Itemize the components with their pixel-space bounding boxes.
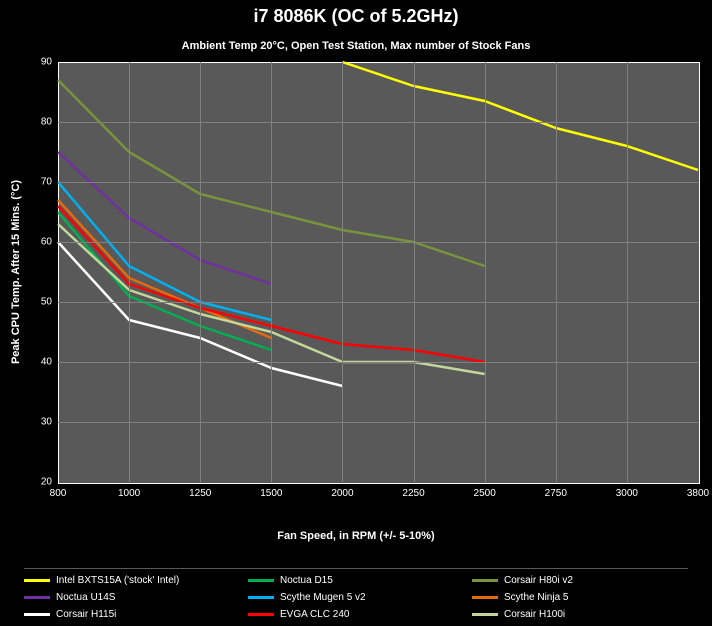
- gridline-vertical: [342, 62, 343, 482]
- legend-swatch: [24, 613, 50, 616]
- gridline-horizontal: [58, 182, 698, 183]
- legend-label: Scythe Ninja 5: [504, 592, 568, 603]
- gridline-horizontal: [58, 422, 698, 423]
- gridline-vertical: [485, 62, 486, 482]
- legend-label: Corsair H100i: [504, 609, 565, 620]
- x-tick-label: 1250: [189, 488, 211, 499]
- legend-swatch: [248, 579, 274, 582]
- y-tick-label: 80: [22, 117, 52, 128]
- legend-item: Noctua D15: [248, 575, 464, 586]
- chart-container: i7 8086K (OC of 5.2GHz) Ambient Temp 20°…: [0, 0, 712, 626]
- legend-item: Noctua U14S: [24, 592, 240, 603]
- legend-label: EVGA CLC 240: [280, 609, 349, 620]
- legend-label: Noctua D15: [280, 575, 333, 586]
- x-tick-label: 3800: [687, 488, 709, 499]
- legend-swatch: [472, 579, 498, 582]
- y-tick-label: 70: [22, 177, 52, 188]
- legend-item: Scythe Mugen 5 v2: [248, 592, 464, 603]
- y-tick-label: 20: [22, 477, 52, 488]
- legend-item: EVGA CLC 240: [248, 609, 464, 620]
- gridline-vertical: [271, 62, 272, 482]
- gridline-vertical: [200, 62, 201, 482]
- legend-label: Corsair H115i: [56, 609, 116, 620]
- gridline-horizontal: [58, 242, 698, 243]
- y-tick-label: 30: [22, 417, 52, 428]
- gridline-vertical: [414, 62, 415, 482]
- legend-label: Corsair H80i v2: [504, 575, 573, 586]
- y-tick-label: 50: [22, 297, 52, 308]
- legend-label: Noctua U14S: [56, 592, 115, 603]
- plot-area: [58, 62, 700, 484]
- gridline-vertical: [129, 62, 130, 482]
- x-tick-label: 2000: [331, 488, 353, 499]
- gridline-vertical: [627, 62, 628, 482]
- legend-label: Scythe Mugen 5 v2: [280, 592, 366, 603]
- y-tick-label: 60: [22, 237, 52, 248]
- x-tick-label: 2750: [545, 488, 567, 499]
- legend-item: Corsair H115i: [24, 609, 240, 620]
- legend-swatch: [248, 613, 274, 616]
- legend-swatch: [248, 596, 274, 599]
- legend-item: Corsair H100i: [472, 609, 688, 620]
- x-tick-label: 800: [50, 488, 67, 499]
- gridline-horizontal: [58, 362, 698, 363]
- legend-swatch: [24, 579, 50, 582]
- y-tick-label: 90: [22, 57, 52, 68]
- x-tick-label: 3000: [616, 488, 638, 499]
- legend: Intel BXTS15A ('stock' Intel) Noctua D15 C…: [24, 568, 688, 620]
- legend-item: Scythe Ninja 5: [472, 592, 688, 603]
- x-tick-label: 1500: [260, 488, 282, 499]
- x-tick-label: 2500: [474, 488, 496, 499]
- chart-subtitle: Ambient Temp 20°C, Open Test Station, Ma…: [0, 40, 712, 52]
- y-tick-label: 40: [22, 357, 52, 368]
- x-tick-label: 1000: [118, 488, 140, 499]
- gridline-vertical: [556, 62, 557, 482]
- legend-swatch: [472, 596, 498, 599]
- x-tick-label: 2250: [402, 488, 424, 499]
- legend-swatch: [24, 596, 50, 599]
- gridline-horizontal: [58, 302, 698, 303]
- legend-item: Intel BXTS15A ('stock' Intel): [24, 575, 240, 586]
- legend-swatch: [472, 613, 498, 616]
- legend-label: Intel BXTS15A ('stock' Intel): [56, 575, 179, 586]
- chart-title: i7 8086K (OC of 5.2GHz): [0, 6, 712, 27]
- gridline-horizontal: [58, 122, 698, 123]
- legend-item: Corsair H80i v2: [472, 575, 688, 586]
- x-axis-label: Fan Speed, in RPM (+/- 5-10%): [0, 530, 712, 542]
- y-axis-label: Peak CPU Temp. After 15 Mins. (°C): [10, 180, 22, 364]
